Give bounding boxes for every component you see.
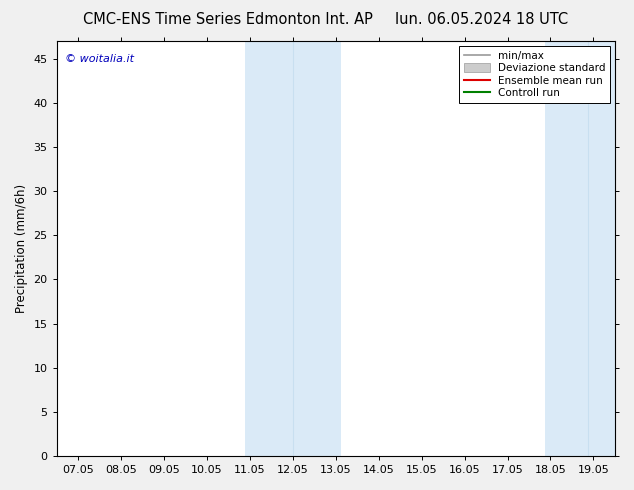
- Bar: [245, 41, 341, 456]
- Bar: [545, 41, 632, 456]
- Text: CMC-ENS Time Series Edmonton Int. AP: CMC-ENS Time Series Edmonton Int. AP: [83, 12, 373, 27]
- Y-axis label: Precipitation (mm/6h): Precipitation (mm/6h): [15, 184, 28, 313]
- Text: lun. 06.05.2024 18 UTC: lun. 06.05.2024 18 UTC: [395, 12, 569, 27]
- Legend: min/max, Deviazione standard, Ensemble mean run, Controll run: min/max, Deviazione standard, Ensemble m…: [460, 47, 610, 102]
- Text: © woitalia.it: © woitalia.it: [65, 54, 134, 64]
